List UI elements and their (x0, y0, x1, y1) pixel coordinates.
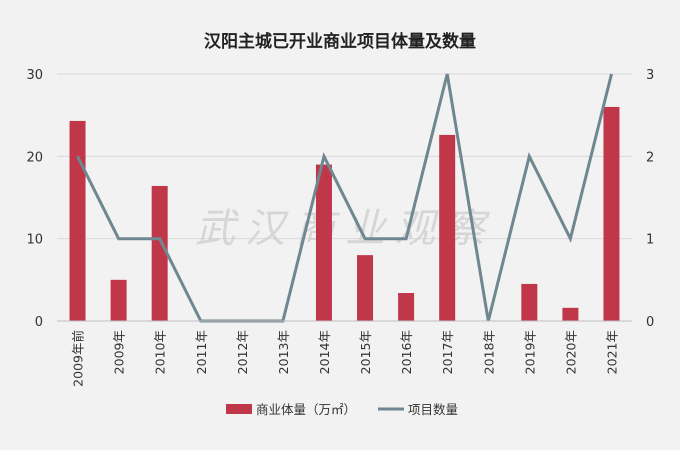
watermark: 武汉商业观察 (195, 206, 495, 252)
y-right-tick-label: 2 (646, 150, 654, 165)
x-tick-label: 2020年 (563, 330, 578, 374)
x-tick-label: 2011年 (194, 330, 209, 374)
legend: 商业体量（万㎡） 项目数量 (226, 402, 458, 417)
x-tick-label: 2014年 (317, 330, 332, 374)
y-right-tick-label: 3 (646, 68, 654, 83)
bar (315, 164, 332, 321)
x-tick-label: 2019年 (522, 330, 537, 374)
chart-title: 汉阳主城已开业商业项目体量及数量 (204, 31, 476, 52)
legend-swatch-bar (226, 404, 252, 414)
x-tick-label: 2017年 (440, 330, 455, 374)
y-left-tick-label: 0 (35, 315, 43, 330)
bar (398, 293, 415, 321)
y-left-tick-label: 30 (26, 68, 43, 83)
watermark-layer: 武汉商业观察 (195, 206, 495, 252)
y-right-tick-label: 1 (646, 233, 654, 248)
axes: 0 10 20 30 0 1 2 3 2009年前 2009年 2010年 2011年 2012年 201… (26, 68, 654, 387)
bar (439, 134, 456, 321)
x-tick-label: 2021年 (604, 330, 619, 374)
bar (357, 255, 374, 321)
bar (603, 106, 620, 321)
bar (521, 283, 538, 321)
bar-series (69, 106, 620, 322)
x-tick-label: 2013年 (276, 330, 291, 374)
series-line (76, 73, 613, 323)
x-tick-label: 2010年 (153, 330, 168, 374)
bar (562, 307, 579, 321)
x-tick-label: 2009年前 (71, 330, 86, 387)
x-tick-label: 2016年 (399, 330, 414, 374)
x-tick-label: 2018年 (481, 330, 496, 374)
legend-label-bar: 商业体量（万㎡） (256, 402, 356, 417)
y-right-tick-label: 0 (646, 315, 654, 330)
y-left-tick-label: 20 (26, 150, 43, 165)
y-left-tick-label: 10 (26, 233, 43, 248)
legend-label-line: 项目数量 (408, 402, 458, 417)
bar (110, 279, 127, 321)
x-tick-label: 2009年 (112, 330, 127, 374)
x-tick-label: 2015年 (358, 330, 373, 374)
line-series (76, 73, 613, 323)
x-tick-label: 2012年 (235, 330, 250, 374)
bar (151, 185, 168, 321)
bar (69, 120, 86, 322)
